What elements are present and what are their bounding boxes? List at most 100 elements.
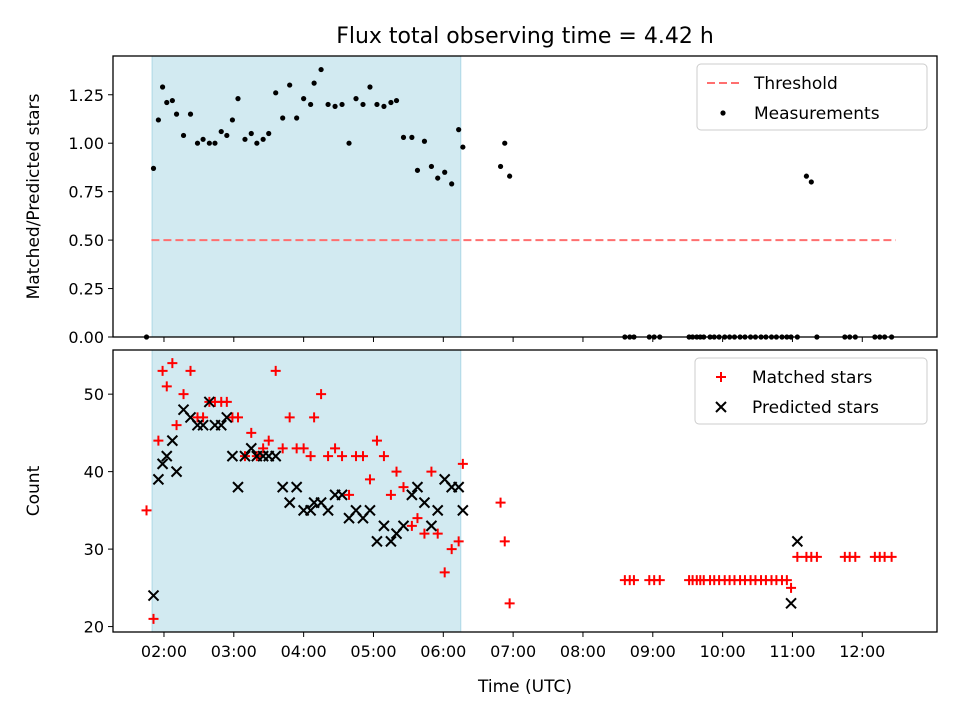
legend-label: Matched stars xyxy=(752,368,872,388)
data-point xyxy=(426,466,437,477)
data-point xyxy=(232,481,244,493)
data-point xyxy=(391,466,402,477)
data-point xyxy=(397,520,410,532)
legend-label: Predicted stars xyxy=(752,398,879,418)
chart-title: Flux total observing time = 4.42 h xyxy=(336,24,714,49)
axes-frame xyxy=(112,349,938,633)
data-point xyxy=(456,127,462,133)
top-panel: 0.00 0.25 0.50 0.75 1.00 1.25 Matched/Predicte… xyxy=(24,55,938,347)
data-point xyxy=(141,505,152,516)
data-point xyxy=(432,528,443,539)
data-point xyxy=(226,450,239,462)
data-point xyxy=(850,551,861,562)
data-point xyxy=(654,575,665,586)
data-point xyxy=(364,504,376,517)
data-point xyxy=(245,442,257,455)
bottom-panel: 20 30 40 50 02:00 03:00 04:00 05:00 06:00 07:00 08… xyxy=(24,349,938,697)
y-axis-label: Count xyxy=(24,465,44,516)
data-point xyxy=(185,365,196,376)
data-point xyxy=(170,465,183,478)
data-point xyxy=(239,450,251,462)
data-point xyxy=(495,497,506,508)
data-point xyxy=(246,427,257,438)
legend-label: Threshold xyxy=(753,74,838,94)
legend-swatch-plus xyxy=(716,372,726,382)
data-point xyxy=(156,458,169,470)
data-point xyxy=(811,551,822,562)
data-point xyxy=(337,451,348,462)
data-point xyxy=(432,504,444,517)
data-point xyxy=(628,575,639,586)
data-point xyxy=(206,140,212,146)
data-point xyxy=(224,132,230,139)
x-tick-label: 10:00 xyxy=(700,642,746,661)
y-tick-label: 50 xyxy=(84,385,104,404)
data-point xyxy=(346,140,352,146)
data-point xyxy=(301,96,307,102)
data-point xyxy=(360,101,366,108)
data-point xyxy=(322,504,334,517)
data-point xyxy=(409,134,415,140)
data-point xyxy=(157,365,168,376)
data-point xyxy=(428,163,435,170)
data-point xyxy=(248,130,254,137)
data-point xyxy=(421,138,428,144)
data-point xyxy=(200,136,206,142)
data-point xyxy=(378,451,389,462)
x-tick-label: 12:00 xyxy=(839,642,885,661)
x-tick-label: 03:00 xyxy=(211,642,257,661)
data-point xyxy=(453,536,464,547)
data-point xyxy=(385,535,397,548)
data-point xyxy=(457,458,468,469)
y-tick-label: 0.25 xyxy=(68,280,104,299)
legend-frame xyxy=(696,63,928,131)
legend-swatch-x xyxy=(715,401,727,413)
data-point xyxy=(452,481,465,493)
legend: Matched stars Predicted stars xyxy=(694,357,928,425)
y-tick-label: 30 xyxy=(84,540,104,559)
x-tick-label: 09:00 xyxy=(630,642,676,661)
data-point xyxy=(254,140,260,146)
y-tick-label: 40 xyxy=(84,463,104,482)
data-point xyxy=(221,411,233,424)
data-point xyxy=(269,450,282,462)
data-point xyxy=(270,365,281,376)
series-matched-stars xyxy=(141,358,897,624)
data-point xyxy=(311,80,317,86)
data-point xyxy=(371,435,382,446)
y-tick-label: 0.75 xyxy=(68,183,104,202)
data-point xyxy=(266,130,272,137)
data-point xyxy=(164,99,170,106)
x-tick-label: 07:00 xyxy=(490,642,536,661)
data-point xyxy=(148,613,159,624)
data-point xyxy=(308,101,314,108)
data-point xyxy=(785,597,797,610)
data-point xyxy=(229,117,236,123)
series-predicted-stars xyxy=(147,396,804,610)
data-point xyxy=(504,598,515,609)
data-point xyxy=(276,481,289,493)
data-point xyxy=(330,443,341,454)
data-point xyxy=(344,489,355,500)
data-point xyxy=(419,528,430,539)
data-point xyxy=(150,165,157,171)
data-point xyxy=(418,496,431,509)
data-point xyxy=(323,451,334,462)
data-point xyxy=(294,115,300,121)
data-point xyxy=(273,90,279,96)
data-point xyxy=(425,520,438,532)
data-point xyxy=(198,412,209,423)
x-tick-label: 02:00 xyxy=(141,642,187,661)
data-point xyxy=(457,504,469,517)
axes-frame xyxy=(112,55,938,338)
data-point xyxy=(442,169,448,175)
data-point xyxy=(786,582,797,593)
data-point xyxy=(161,450,173,462)
data-point xyxy=(803,173,810,179)
data-point xyxy=(305,451,316,462)
data-point xyxy=(439,567,450,578)
data-point xyxy=(287,82,293,88)
data-point xyxy=(507,173,513,179)
data-point xyxy=(169,97,175,104)
data-point xyxy=(161,381,172,392)
